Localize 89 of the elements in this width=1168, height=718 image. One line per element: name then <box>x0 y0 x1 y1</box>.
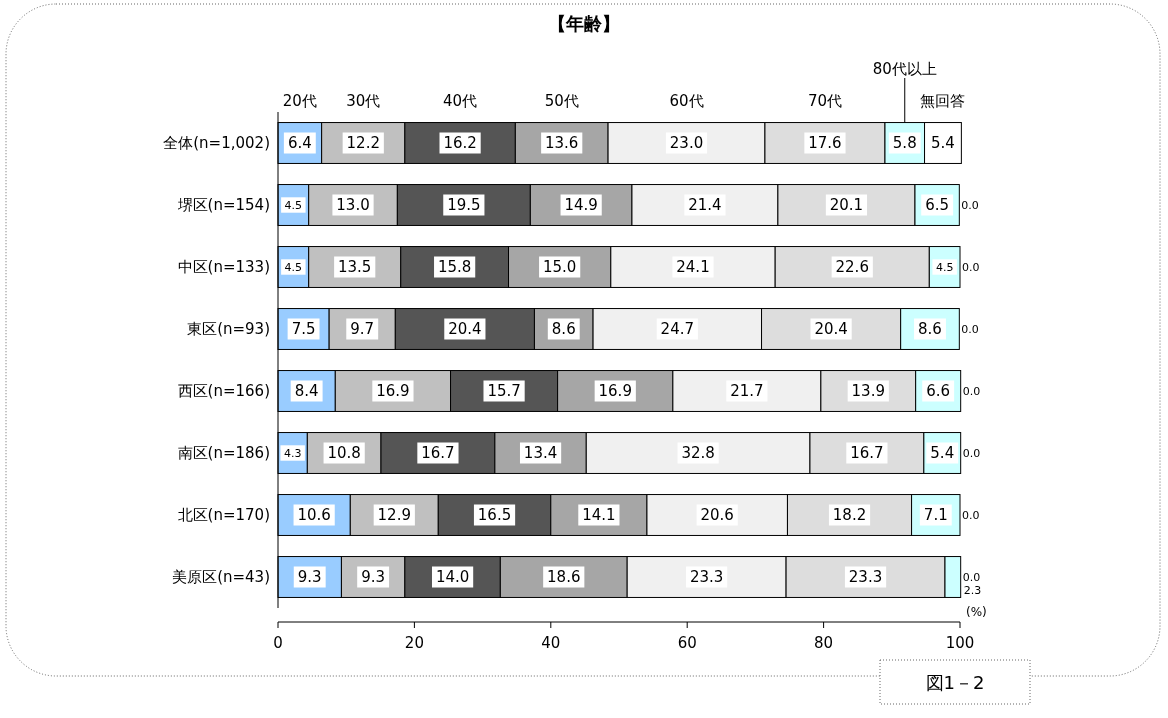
data-label: 9.3 <box>297 568 322 586</box>
data-label: 19.5 <box>447 196 481 214</box>
data-label: 16.5 <box>477 506 512 524</box>
series-label: 40代 <box>443 92 478 110</box>
data-label: 13.5 <box>338 258 372 276</box>
data-label: 24.7 <box>660 320 695 338</box>
x-tick-label: 80 <box>814 634 834 652</box>
data-label: 14.0 <box>435 568 470 586</box>
data-label: 15.8 <box>437 258 472 276</box>
data-label: 4.5 <box>935 260 954 274</box>
data-label: 32.8 <box>681 444 715 462</box>
data-label: 16.9 <box>376 382 410 400</box>
data-label: 9.7 <box>350 320 375 338</box>
data-label: 18.2 <box>832 506 867 524</box>
data-label: 5.4 <box>930 444 955 462</box>
x-tick-label: 0 <box>273 634 283 652</box>
data-label: 14.9 <box>564 196 598 214</box>
data-label: 17.6 <box>808 134 842 152</box>
data-label: 20.4 <box>814 320 848 338</box>
data-label: 13.4 <box>523 444 558 462</box>
data-label: 7.5 <box>291 320 316 338</box>
data-label: 23.0 <box>669 134 704 152</box>
data-label: 7.1 <box>923 506 948 524</box>
y-tick-label: 中区(n=133) <box>177 258 270 276</box>
chart-title: 【年齢】 <box>548 13 620 34</box>
data-label: 18.6 <box>547 568 581 586</box>
data-label: 10.6 <box>297 506 331 524</box>
data-label: 10.8 <box>327 444 361 462</box>
data-label: 14.1 <box>582 506 616 524</box>
data-label: 21.4 <box>688 196 722 214</box>
data-label: 22.6 <box>835 258 869 276</box>
data-label: 6.5 <box>925 196 950 214</box>
data-label: 21.7 <box>730 382 764 400</box>
y-tick-label: 北区(n=170) <box>177 506 270 524</box>
x-tick-label: 20 <box>404 634 424 652</box>
x-tick-label: 100 <box>945 634 975 652</box>
x-tick-label: 60 <box>677 634 697 652</box>
series-label: 20代 <box>282 92 317 110</box>
x-tick-label: 40 <box>541 634 561 652</box>
data-label: 0.0 <box>962 446 981 460</box>
data-label: 12.2 <box>346 134 380 152</box>
data-label: 23.3 <box>689 568 724 586</box>
data-label: 15.0 <box>542 258 577 276</box>
data-label: 8.4 <box>294 382 319 400</box>
data-label: 0.0 <box>962 260 980 274</box>
data-label: 13.6 <box>545 134 579 152</box>
series-label: 30代 <box>346 92 381 110</box>
data-label: 13.0 <box>336 196 370 214</box>
y-tick-label: 美原区(n=43) <box>172 568 270 586</box>
data-label: 16.7 <box>850 444 884 462</box>
data-label: 0.0 <box>962 508 980 522</box>
data-label: 8.6 <box>551 320 576 338</box>
y-tick-label: 西区(n=166) <box>177 382 270 400</box>
data-label: 16.2 <box>443 134 477 152</box>
data-label: 9.3 <box>361 568 386 586</box>
data-label: 0.0 <box>962 384 981 398</box>
series-label: 70代 <box>807 92 843 110</box>
data-label: 6.4 <box>287 134 312 152</box>
data-label: 6.6 <box>926 382 951 400</box>
data-label: 0.0 <box>961 198 979 212</box>
caption: 図1－2 <box>925 671 985 693</box>
data-label: 0.0 <box>961 322 979 336</box>
data-label: 20.4 <box>448 320 482 338</box>
data-label: 4.5 <box>284 198 303 212</box>
data-label: 13.9 <box>851 382 885 400</box>
data-label: 8.6 <box>918 320 942 338</box>
data-label: 15.7 <box>487 382 521 400</box>
data-label: 4.3 <box>283 446 302 460</box>
data-label: 16.7 <box>421 444 455 462</box>
data-label: 20.6 <box>700 506 734 524</box>
text: 80代以上 <box>872 60 937 78</box>
data-label: 12.9 <box>377 506 411 524</box>
y-tick-label: 全体(n=1,002) <box>163 134 270 152</box>
data-label: 23.3 <box>848 568 883 586</box>
data-label: 4.5 <box>284 260 303 274</box>
y-tick-label: 堺区(n=154) <box>176 196 270 214</box>
data-label: 5.8 <box>892 134 917 152</box>
data-label: 0.0 <box>962 570 981 584</box>
data-label: 2.3 <box>963 584 982 598</box>
y-tick-label: 東区(n=93) <box>187 320 270 338</box>
data-label: 20.1 <box>829 196 864 214</box>
data-label: 5.4 <box>931 134 955 152</box>
data-label: 16.9 <box>598 382 632 400</box>
x-axis-title: (%) <box>966 605 987 619</box>
series-label: 60代 <box>669 92 704 110</box>
data-label: 24.1 <box>676 258 710 276</box>
series-label: 無回答 <box>920 92 966 110</box>
y-tick-label: 南区(n=186) <box>177 444 270 462</box>
series-label: 50代 <box>544 92 579 110</box>
